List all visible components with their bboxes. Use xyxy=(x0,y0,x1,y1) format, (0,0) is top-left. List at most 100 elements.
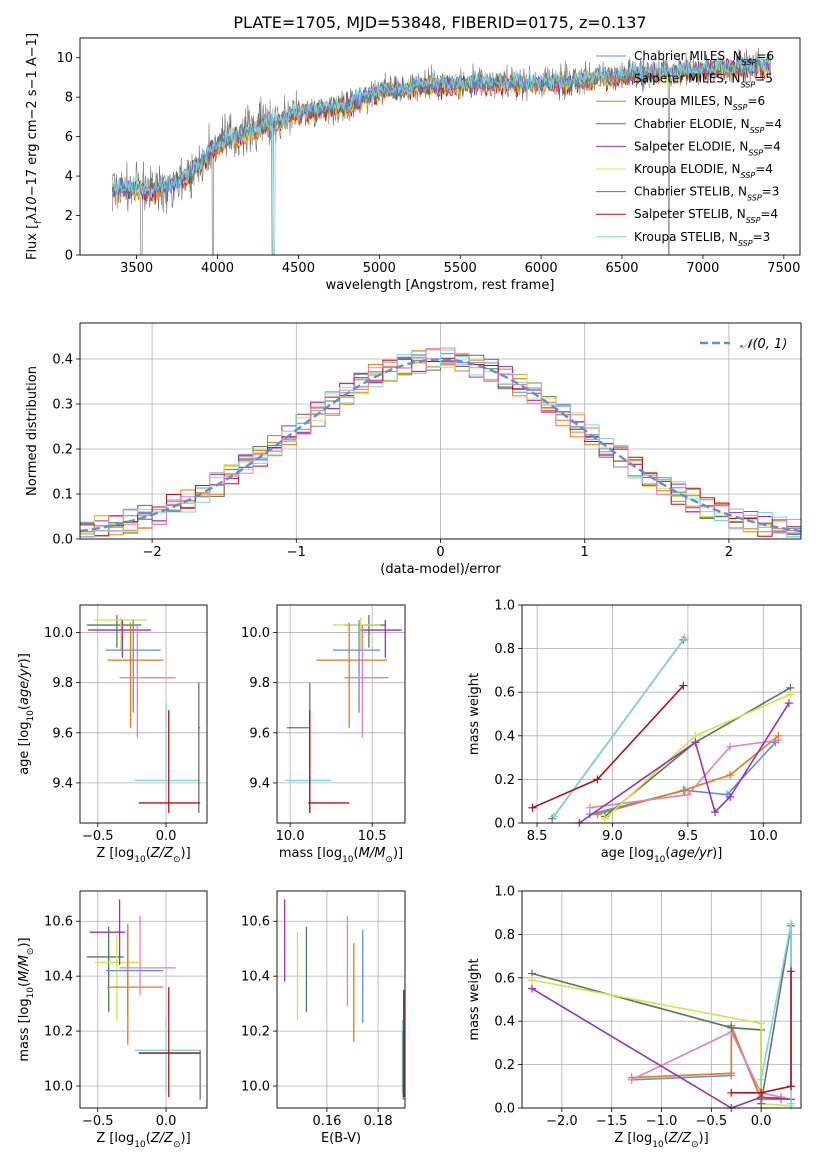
y-tick-label: 9.6 xyxy=(249,726,270,741)
x-tick-label: 8.5 xyxy=(527,829,548,844)
weight-marker xyxy=(527,984,536,993)
weight-marker xyxy=(711,808,720,817)
chart-age_vs_mass: 10.0 10.5 9.4 9.6 9.8 10.0 mass [log10(M/M⊙)] xyxy=(241,604,406,865)
legend-label: Kroupa STELIB, NSSP=3 xyxy=(634,230,770,248)
weight-line xyxy=(731,971,792,1094)
x-tick-label: 6000 xyxy=(525,261,558,276)
plot-area-mass_vs_Z xyxy=(86,899,201,1100)
y-tick-label: 0.2 xyxy=(494,773,515,788)
chart-spectrum: 3500 4000 4500 5000 5500 6000 6500 7000 7500 0 2 4 6… xyxy=(25,33,801,293)
weight-marker xyxy=(787,919,796,928)
y-tick-label: 10.0 xyxy=(44,1080,73,1095)
x-tick-label: −2 xyxy=(143,545,162,560)
weight-marker xyxy=(683,790,692,799)
weight-line xyxy=(531,979,792,1107)
y-axis-label: age [log10(age/yr)] xyxy=(17,653,36,775)
x-tick-label: 0.0 xyxy=(751,1114,772,1129)
y-tick-label: 10.0 xyxy=(241,626,270,641)
y-tick-label: 10.4 xyxy=(44,970,73,985)
y-tick-label: 0.2 xyxy=(494,1058,515,1073)
x-tick-label: 7000 xyxy=(686,261,719,276)
y-tick-label: 0.4 xyxy=(494,1015,515,1030)
legend-label: Kroupa ELODIE, NSSP=4 xyxy=(634,162,773,180)
x-tick-label: 5000 xyxy=(363,261,396,276)
y-tick-label: 9.8 xyxy=(52,676,73,691)
x-tick-label: −2.0 xyxy=(546,1114,578,1129)
chart-residuals: −2 −1 0 1 2 0.0 0.1 0.2 0.3 0.4 (data-model)/error… xyxy=(25,322,802,577)
legend-label: 𝒩(0, 1) xyxy=(740,337,787,352)
x-tick-label: 7500 xyxy=(767,261,800,276)
histogram-step xyxy=(80,349,801,538)
y-tick-label: 0.8 xyxy=(494,642,515,657)
weight-marker xyxy=(727,1088,736,1097)
y-tick-label: 10.6 xyxy=(241,915,270,930)
weight-marker xyxy=(593,810,602,819)
y-axis-label: mass weight xyxy=(467,673,482,755)
y-tick-label: 10.6 xyxy=(44,915,73,930)
x-tick-label: 9.5 xyxy=(678,829,699,844)
x-tick-label: 6500 xyxy=(605,261,638,276)
y-tick-label: 4 xyxy=(65,170,73,185)
x-tick-label: 4000 xyxy=(201,261,234,276)
weight-marker xyxy=(726,742,735,751)
weight-marker xyxy=(726,792,735,801)
weight-marker xyxy=(726,771,735,780)
legend-label: Chabrier MILES, NSSP=6 xyxy=(634,49,774,67)
weight-marker xyxy=(787,1082,796,1091)
legend-label: Kroupa MILES, NSSP=6 xyxy=(634,94,765,112)
plot-area-weight_vs_age xyxy=(528,633,795,827)
legend-label: Salpeter ELODIE, NSSP=4 xyxy=(634,139,781,157)
plot-area-age_vs_Z xyxy=(86,615,201,813)
x-tick-label: 3500 xyxy=(120,261,153,276)
weight-line xyxy=(589,739,779,809)
x-tick-label: 0.0 xyxy=(156,1114,177,1129)
y-tick-label: 9.4 xyxy=(52,776,73,791)
axes-frame xyxy=(521,604,802,824)
x-tick-label: 10.0 xyxy=(276,829,305,844)
chart-weight_vs_age: 8.5 9.0 9.5 10.0 0.0 0.2 0.4 0.6 0.8 1.0 age [log1… xyxy=(467,599,802,865)
weight-marker xyxy=(585,803,594,812)
axes-frame xyxy=(276,604,406,824)
y-tick-label: 0.6 xyxy=(494,971,515,986)
y-tick-label: 10.4 xyxy=(241,970,270,985)
legend-label: Salpeter STELIB, NSSP=4 xyxy=(634,207,778,225)
x-tick-label: −1.0 xyxy=(646,1114,678,1129)
x-tick-label: −1.5 xyxy=(596,1114,628,1129)
legend-label: Chabrier STELIB, NSSP=3 xyxy=(634,185,779,203)
y-tick-label: 0.4 xyxy=(494,729,515,744)
weight-marker xyxy=(787,1099,796,1108)
y-tick-label: 0.4 xyxy=(52,353,73,368)
weight-marker xyxy=(727,1069,736,1078)
x-axis-label: age [log10(age/yr)] xyxy=(601,846,723,865)
weight-marker xyxy=(549,812,558,821)
y-tick-label: 2 xyxy=(65,209,73,224)
charts: 3500 4000 4500 5000 5500 6000 6500 7000 7500 0 2 4 6… xyxy=(17,33,802,1150)
weight-marker xyxy=(593,775,602,784)
y-tick-label: 10 xyxy=(56,51,73,66)
weight-marker xyxy=(627,1075,636,1084)
x-tick-label: 0.16 xyxy=(312,1114,341,1129)
x-tick-label: 2 xyxy=(725,545,733,560)
legend-label: Chabrier ELODIE, NSSP=4 xyxy=(634,117,782,135)
legend: 𝒩(0, 1) xyxy=(700,337,787,352)
y-tick-label: 10.0 xyxy=(241,1080,270,1095)
x-axis-label: E(B-V) xyxy=(321,1131,361,1146)
x-tick-label: 0.18 xyxy=(364,1114,393,1129)
y-tick-label: 0.8 xyxy=(494,928,515,943)
weight-marker xyxy=(528,803,537,812)
spectrum-model-line xyxy=(112,54,771,199)
y-tick-label: 6 xyxy=(65,130,73,145)
x-tick-label: −0.5 xyxy=(696,1114,728,1129)
x-axis-label: (data-model)/error xyxy=(380,562,501,577)
x-tick-label: 1 xyxy=(581,545,589,560)
weight-marker xyxy=(679,681,688,690)
y-axis-label: mass weight xyxy=(467,958,482,1040)
legend-label: Salpeter MILES, NSSP=5 xyxy=(634,72,773,90)
y-tick-label: 0.0 xyxy=(494,1102,515,1117)
plot-area-residuals xyxy=(80,347,801,538)
x-tick-label: −0.5 xyxy=(82,1114,114,1129)
weight-marker xyxy=(757,1075,766,1084)
weight-marker xyxy=(727,1023,736,1032)
plot-area-age_vs_mass xyxy=(285,615,402,813)
weight-marker xyxy=(757,1099,766,1108)
